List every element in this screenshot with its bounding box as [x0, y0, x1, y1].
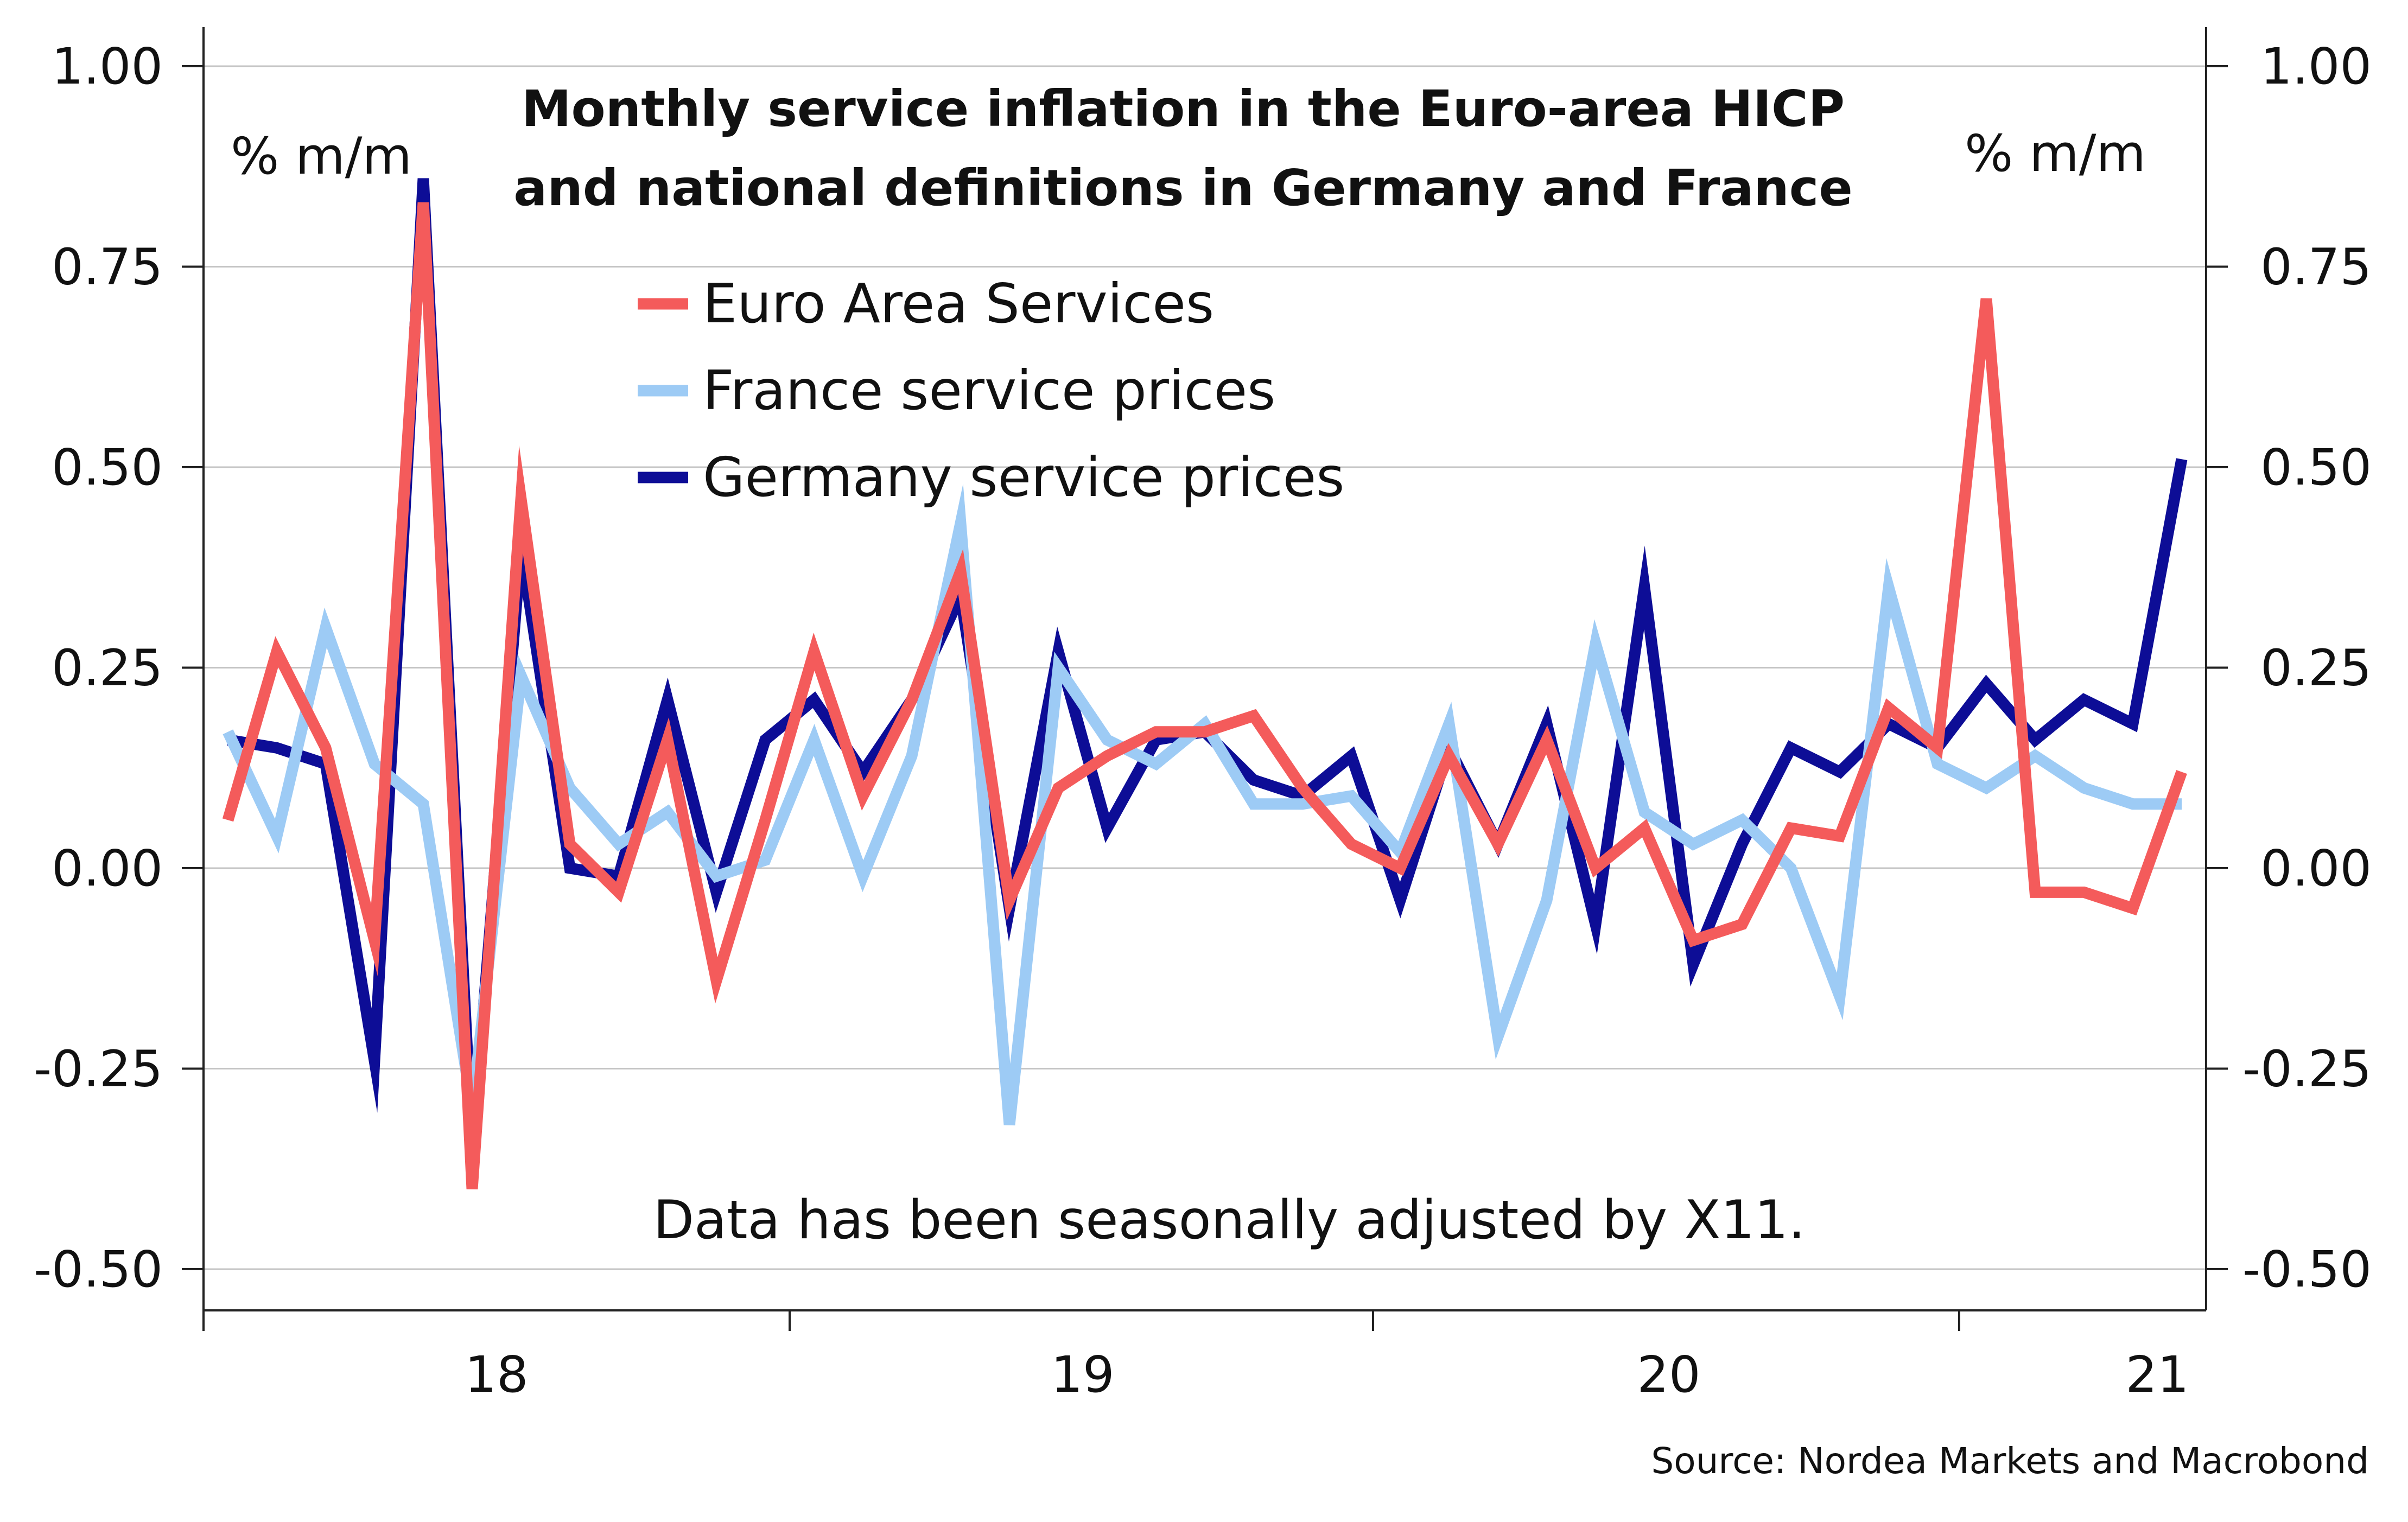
legend-label: Germany service prices — [703, 445, 1344, 509]
x-tick-label: 19 — [1051, 1346, 1114, 1404]
y-tick-label-left: 0.25 — [52, 639, 163, 697]
x-tick-label: 21 — [2125, 1346, 2189, 1404]
y-tick-label-right: -0.50 — [2242, 1240, 2372, 1298]
legend: Euro Area Services France service prices G… — [638, 272, 1344, 509]
y-tick-label-right: 1.00 — [2260, 37, 2372, 95]
y-tick-label-left: 0.75 — [52, 238, 163, 296]
x-tick-label: 18 — [465, 1346, 528, 1404]
y-tick-label-left: -0.25 — [34, 1040, 163, 1098]
legend-item: Euro Area Services — [638, 272, 1214, 335]
series-lines — [222, 178, 2188, 1189]
legend-label: France service prices — [703, 359, 1275, 422]
y-tick-label-left: 0.00 — [52, 839, 163, 897]
y-tick-label-right: 0.75 — [2260, 238, 2372, 296]
chart-subtitle: and national definitions in Germany and … — [513, 159, 1852, 217]
chart-title: Monthly service inflation in the Euro-ar… — [522, 80, 1845, 138]
y-tick-label-right: 0.25 — [2260, 639, 2372, 697]
left-axis-unit: % m/m — [231, 127, 412, 186]
legend-label: Euro Area Services — [703, 272, 1214, 335]
y-tick-label-left: 1.00 — [52, 37, 163, 95]
axes: 1.00 1.00 0.75 0.75 0.50 0.50 0.25 0.25 0.00 0.00… — [34, 27, 2372, 1404]
x-tick-label: 20 — [1637, 1346, 1700, 1404]
y-tick-label-left: 0.50 — [52, 438, 163, 496]
series-line — [222, 202, 2187, 1189]
legend-item: Germany service prices — [638, 445, 1344, 509]
source-note: Source: Nordea Markets and Macrobond — [1651, 1440, 2369, 1482]
seasonal-adjustment-note: Data has been seasonally adjusted by X11… — [653, 1189, 1806, 1251]
legend-item: France service prices — [638, 359, 1275, 422]
y-tick-label-right: 0.00 — [2260, 839, 2372, 897]
y-tick-label-right: -0.25 — [2242, 1040, 2372, 1098]
y-tick-label-left: -0.50 — [34, 1240, 163, 1298]
y-tick-label-right: 0.50 — [2260, 438, 2372, 496]
right-axis-unit: % m/m — [1965, 124, 2146, 183]
